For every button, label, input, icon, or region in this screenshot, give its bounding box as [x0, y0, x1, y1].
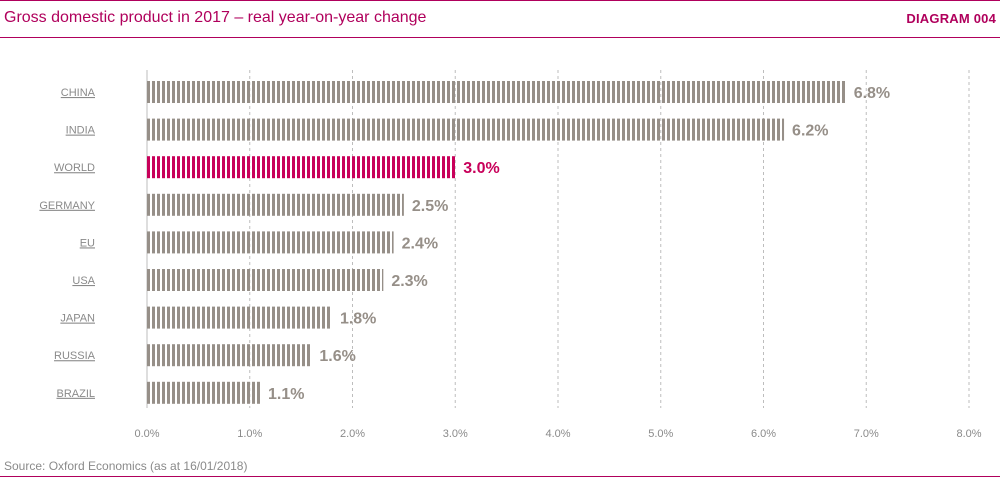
chart-title: Gross domestic product in 2017 – real ye…: [4, 9, 427, 26]
x-tick-label: 3.0%: [443, 428, 468, 440]
value-label: 1.6%: [319, 348, 355, 365]
category-label: GERMANY: [39, 200, 95, 212]
value-label: 2.4%: [402, 235, 438, 252]
value-label: 2.5%: [412, 198, 448, 215]
bar-usa: [147, 269, 384, 291]
source-note: Source: Oxford Economics (as at 16/01/20…: [4, 459, 248, 473]
category-label: BRAZIL: [56, 388, 95, 400]
category-label: JAPAN: [60, 313, 95, 325]
x-tick-label: 4.0%: [545, 428, 570, 440]
x-tick-label: 0.0%: [134, 428, 159, 440]
x-tick-label: 6.0%: [751, 428, 776, 440]
bar-russia: [147, 344, 312, 367]
bar-japan: [147, 306, 332, 329]
diagram-label: DIAGRAM 004: [906, 11, 996, 26]
category-label: EU: [80, 237, 95, 249]
value-label: 6.2%: [792, 123, 828, 140]
category-label: RUSSIA: [54, 350, 96, 362]
category-label: INDIA: [66, 125, 96, 137]
category-label: WORLD: [54, 162, 95, 174]
value-label: 1.8%: [340, 311, 376, 328]
x-tick-label: 5.0%: [648, 428, 673, 440]
bar-eu: [147, 231, 394, 254]
x-tick-label: 2.0%: [340, 428, 365, 440]
value-label: 3.0%: [463, 160, 499, 177]
x-tick-label: 7.0%: [854, 428, 879, 440]
bar-brazil: [147, 381, 261, 404]
x-tick-label: 8.0%: [956, 428, 981, 440]
category-label: USA: [72, 275, 95, 287]
category-label: CHINA: [61, 87, 96, 99]
value-label: 6.8%: [854, 85, 890, 102]
bar-world: [147, 156, 456, 179]
x-tick-label: 1.0%: [237, 428, 262, 440]
value-label: 1.1%: [268, 386, 304, 403]
bar-china: [147, 81, 846, 103]
chart-header: Gross domestic product in 2017 – real ye…: [0, 0, 1000, 38]
bar-india: [147, 118, 785, 141]
value-label: 2.3%: [391, 273, 427, 290]
footer-divider: [0, 476, 1000, 477]
bar-germany: [147, 193, 404, 216]
